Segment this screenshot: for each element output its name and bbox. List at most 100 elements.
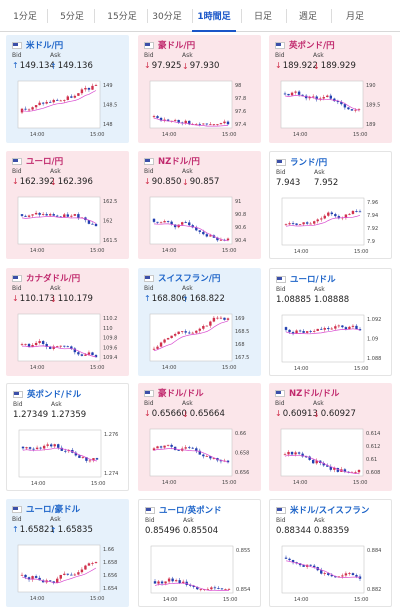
currency-card[interactable]: 豪ドル/円 Bid Ask ↓97.925 ↓ 97.930 98 97.8 97.6 97.4 1… xyxy=(138,35,261,143)
tab-4[interactable]: 30分足 xyxy=(152,12,182,22)
candle-body xyxy=(301,94,304,96)
candle-body xyxy=(56,99,59,101)
currency-card[interactable]: NZドル/ドル Bid Ask ↓0.60913 ↓ 0.60927 0.614 0.612 0… xyxy=(269,383,392,491)
arrow-down-icon: ↓ xyxy=(144,61,151,70)
currency-card[interactable]: 米ドル/スイスフラン Bid Ask 0.88344 0.88359 0.884 0.882… xyxy=(269,499,392,607)
candle-body xyxy=(94,355,98,358)
candle-body xyxy=(87,87,91,90)
x-tick-label: 15:00 xyxy=(354,249,368,255)
candle-body xyxy=(173,333,177,336)
candle-body xyxy=(195,448,198,451)
arrow-down-icon: ↓ xyxy=(12,177,19,186)
currency-card[interactable]: ユーロ/円 Bid Ask ↓162.392 ↓ 162.396 162.5 162 161.5… xyxy=(6,151,129,259)
candle-body xyxy=(31,214,34,216)
bid-value: 7.943 xyxy=(276,178,301,188)
bid-value: 162.392 xyxy=(19,177,55,187)
ask-label: Ask xyxy=(313,400,324,407)
candlestick-svg: 7.96 7.94 7.92 7.9 14:00 15:00 xyxy=(281,197,378,255)
candle-body xyxy=(198,328,202,331)
y-tick-label: 0.61 xyxy=(366,457,377,463)
currency-card[interactable]: カナダドル/円 Bid Ask ↓110.173 ↓ 110.179 110.2 110 109… xyxy=(6,268,129,376)
candle-body xyxy=(358,329,362,331)
x-tick-label: 15:00 xyxy=(90,248,104,254)
candle-body xyxy=(226,318,230,320)
x-tick-label: 14:00 xyxy=(162,480,176,486)
price-chart: 0.614 0.612 0.61 0.608 14:00 15:00 xyxy=(277,426,384,488)
candle-body xyxy=(31,576,34,580)
currency-card[interactable]: スイスフラン/円 Bid Ask ↑168.806 ↑ 168.822 169 168.5 16… xyxy=(138,268,261,376)
x-tick-label: 14:00 xyxy=(162,248,176,254)
tab-1[interactable]: 1分足 xyxy=(13,12,37,22)
candle-body xyxy=(216,237,219,241)
candlestick-svg: 0.614 0.612 0.61 0.608 14:00 15:00 xyxy=(280,428,380,486)
candle-body xyxy=(344,573,348,576)
card-title: 英ポンド/ドル xyxy=(13,388,81,400)
candle-body xyxy=(152,448,156,451)
candle-body xyxy=(333,468,336,470)
tab-divider xyxy=(147,9,148,23)
candle-body xyxy=(226,460,230,463)
ask-value: 162.396 xyxy=(57,177,93,187)
candle-body xyxy=(195,227,198,231)
candle-body xyxy=(348,213,351,215)
candle-body xyxy=(205,325,209,327)
tab-5[interactable]: 1時間足 xyxy=(192,0,236,32)
ask-value: 90.857 xyxy=(189,177,220,187)
ask-value: 110.179 xyxy=(57,294,93,304)
currency-card[interactable]: ユーロ/ドル Bid Ask 1.08885 1.08888 1.092 1.09 1.088… xyxy=(269,268,392,376)
bid-value-wrap: 7.943 xyxy=(276,178,314,188)
bid-label: Bid xyxy=(144,52,154,59)
candle-body xyxy=(343,104,347,108)
candle-body xyxy=(297,452,301,454)
candle-body xyxy=(305,331,309,333)
pair-name: 米ドル/スイスフラン xyxy=(290,506,370,516)
ask-label: Ask xyxy=(313,52,324,59)
price-row: 7.943 7.952 xyxy=(276,177,338,189)
currency-card[interactable]: ランド/円 Bid Ask 7.943 7.952 7.96 7.94 7.92 7.9 14:0… xyxy=(269,151,392,259)
pair-name: ユーロ/円 xyxy=(26,157,64,167)
currency-card[interactable]: ユーロ/豪ドル Bid Ask ↑1.65821 ↑ 1.65835 1.66 1.658 1.… xyxy=(6,499,129,607)
currency-card[interactable]: 米ドル/円 Bid Ask ↑149.134 ↑ 149.136 149 148.5 148 14… xyxy=(6,35,129,143)
price-row: 1.27349 1.27359 xyxy=(13,409,86,421)
candle-body xyxy=(295,223,298,225)
moving-average-line xyxy=(284,95,360,111)
tab-2[interactable]: 5分足 xyxy=(60,12,84,22)
candle-body xyxy=(56,346,59,348)
candle-body xyxy=(159,222,163,224)
candle-body xyxy=(45,343,48,347)
candle-body xyxy=(288,223,291,225)
candle-body xyxy=(20,108,24,113)
x-tick-label: 15:00 xyxy=(353,132,367,138)
candle-body xyxy=(167,578,171,582)
candle-body xyxy=(284,557,288,559)
candle-body xyxy=(20,214,24,216)
tab-6[interactable]: 日足 xyxy=(253,12,272,22)
candle-body xyxy=(27,577,31,580)
pair-name: NZドル/円 xyxy=(158,157,200,167)
tab-3[interactable]: 15分足 xyxy=(107,12,137,22)
au-flag-icon xyxy=(144,389,154,397)
candle-body xyxy=(59,574,62,579)
candlestick-svg: 0.66 0.658 0.656 14:00 15:00 xyxy=(149,428,249,486)
bid-value: 0.85496 xyxy=(145,526,181,536)
candle-body xyxy=(291,332,295,334)
x-tick-label: 14:00 xyxy=(31,481,45,487)
candle-body xyxy=(48,101,52,103)
candle-body xyxy=(177,119,180,123)
currency-card[interactable]: 豪ドル/ドル Bid Ask ↓0.65660 ↓ 0.65664 0.66 0.658 0.6… xyxy=(138,383,261,491)
moving-average-line xyxy=(21,90,97,112)
candle-body xyxy=(320,570,323,574)
currency-card[interactable]: 英ポンド/ドル Bid Ask 1.27349 1.27359 1.276 1.274 14:… xyxy=(6,383,129,491)
price-chart: 91 90.8 90.6 90.4 14:00 15:00 xyxy=(146,194,253,256)
y-tick-label: 0.608 xyxy=(366,470,380,476)
price-chart: 162.5 162 161.5 14:00 15:00 xyxy=(14,194,121,256)
currency-card[interactable]: 英ポンド/円 Bid Ask ↓189.922 ↓ 189.929 190 189.5 189 1… xyxy=(269,35,392,143)
x-tick-label: 14:00 xyxy=(30,365,44,371)
card-title: ユーロ/豪ドル xyxy=(12,503,80,515)
card-title: ユーロ/ドル xyxy=(276,273,336,285)
card-title: 米ドル/スイスフラン xyxy=(276,504,369,516)
currency-card[interactable]: NZドル/円 Bid Ask ↓90.850 ↓ 90.857 91 90.8 90.6 90.4… xyxy=(138,151,261,259)
tab-8[interactable]: 月足 xyxy=(345,12,364,22)
tab-7[interactable]: 週足 xyxy=(298,12,317,22)
currency-card[interactable]: ユーロ/英ポンド Bid Ask 0.85496 0.85504 0.855 0.854 14… xyxy=(138,499,261,607)
